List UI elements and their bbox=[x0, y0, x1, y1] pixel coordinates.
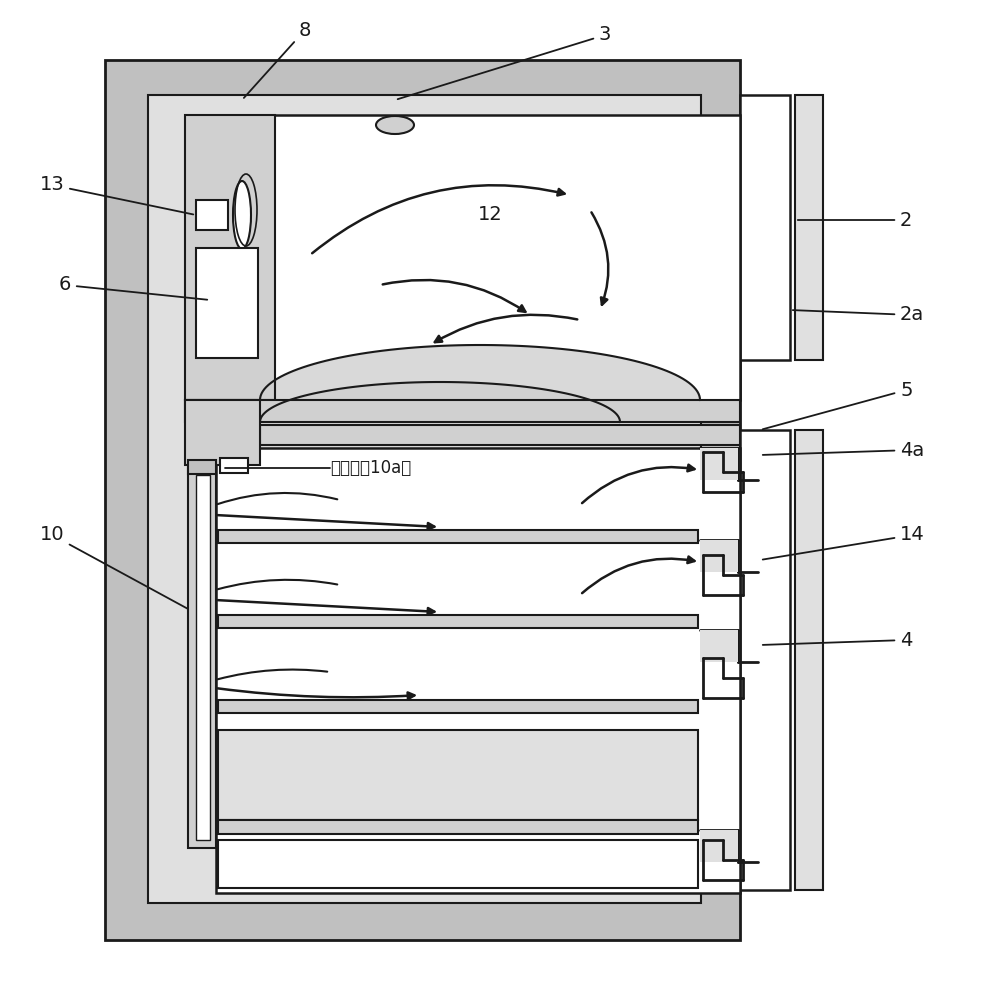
Text: 13: 13 bbox=[40, 176, 194, 214]
Bar bbox=[700, 630, 738, 662]
Bar bbox=[740, 430, 790, 890]
Text: 10: 10 bbox=[40, 526, 188, 609]
Bar bbox=[148, 95, 701, 903]
Text: 6: 6 bbox=[59, 275, 208, 300]
Bar bbox=[216, 448, 740, 893]
Bar bbox=[700, 540, 738, 572]
Ellipse shape bbox=[376, 116, 414, 134]
Bar bbox=[196, 248, 258, 358]
Bar bbox=[220, 458, 248, 473]
Bar bbox=[795, 430, 823, 890]
Bar bbox=[218, 700, 698, 713]
Bar bbox=[700, 830, 738, 862]
Bar bbox=[185, 115, 275, 400]
Bar bbox=[188, 468, 216, 848]
Bar bbox=[105, 60, 740, 940]
Bar bbox=[196, 475, 210, 840]
Text: 2: 2 bbox=[797, 211, 913, 230]
Bar bbox=[795, 95, 823, 360]
Bar bbox=[218, 730, 698, 820]
Bar bbox=[218, 615, 698, 628]
Text: 3: 3 bbox=[397, 25, 611, 99]
Bar bbox=[196, 200, 228, 230]
Bar bbox=[260, 425, 740, 445]
Text: 5: 5 bbox=[763, 380, 913, 429]
Text: 12: 12 bbox=[478, 206, 502, 225]
Bar bbox=[188, 460, 216, 474]
Text: 4a: 4a bbox=[763, 440, 924, 460]
Bar bbox=[218, 530, 698, 543]
Text: 释放孔（10a）: 释放孔（10a） bbox=[330, 459, 411, 477]
Bar bbox=[218, 840, 698, 888]
Bar bbox=[700, 448, 738, 480]
Bar bbox=[218, 820, 698, 834]
Bar bbox=[185, 400, 740, 422]
Text: 4: 4 bbox=[763, 631, 913, 650]
Bar bbox=[185, 115, 740, 400]
Text: 2a: 2a bbox=[792, 306, 924, 324]
Text: 8: 8 bbox=[244, 20, 311, 98]
Bar bbox=[740, 95, 790, 360]
Text: 14: 14 bbox=[763, 526, 924, 560]
Ellipse shape bbox=[233, 181, 251, 249]
Bar bbox=[185, 400, 260, 465]
